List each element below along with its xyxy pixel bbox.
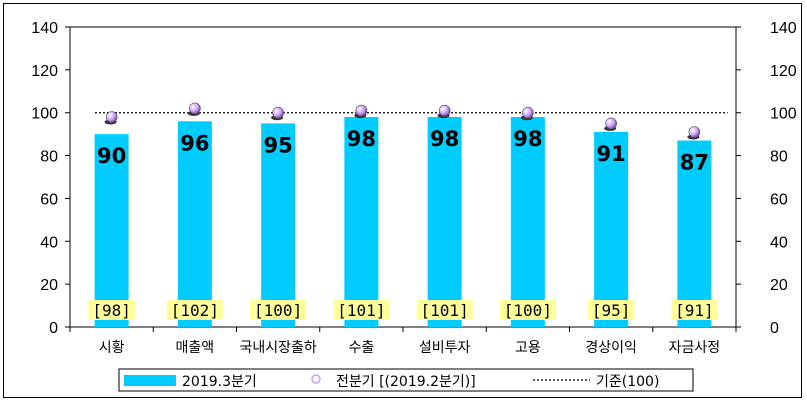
left-tick-label: 60	[40, 191, 58, 208]
previous-marker	[189, 102, 201, 115]
bar-value-label: 87	[680, 151, 709, 175]
previous-label: [102]	[171, 301, 219, 320]
right-tick-label: 140	[770, 20, 797, 37]
category-label: 설비투자	[419, 340, 471, 356]
legend-label-baseline: 기준(100)	[596, 374, 659, 390]
left-tick-label: 140	[31, 20, 58, 37]
bar	[261, 123, 296, 327]
previous-marker	[605, 117, 617, 130]
previous-label: [101]	[337, 301, 385, 320]
previous-label: [100]	[504, 301, 552, 320]
category-label: 국내시장출하	[239, 340, 316, 356]
bar	[677, 140, 712, 327]
right-tick-label: 80	[770, 149, 788, 166]
category-label: 수출	[348, 340, 374, 356]
bar-value-label: 90	[97, 144, 126, 168]
previous-marker	[272, 106, 284, 119]
left-tick-label: 80	[40, 149, 58, 166]
previous-label: [98]	[92, 301, 131, 320]
left-tick-label: 40	[40, 234, 58, 251]
bar-value-label: 91	[597, 142, 626, 166]
bar	[344, 117, 379, 327]
bar-value-label: 95	[264, 133, 293, 157]
category-label: 자금사정	[669, 340, 721, 356]
legend-label-previous: 전분기 [(2019.2분기)]	[336, 374, 476, 390]
legend-box	[118, 368, 694, 392]
previous-marker	[355, 104, 368, 117]
previous-markers-group	[104, 102, 701, 140]
previous-label-box	[671, 300, 718, 320]
previous-marker	[105, 111, 118, 123]
right-tick-label: 120	[770, 63, 797, 80]
right-tick-label: 100	[770, 106, 797, 123]
previous-label-box	[166, 300, 223, 320]
right-tick-label: 60	[770, 191, 788, 208]
previous-marker	[438, 104, 451, 117]
legend-swatch-bar	[124, 375, 176, 386]
previous-label: [100]	[254, 301, 302, 320]
category-labels-group: 시황 매출액 국내시장출하 수출 설비투자 고용 경상이익 자금사정	[99, 340, 720, 356]
previous-label: [91]	[675, 301, 714, 320]
bar	[594, 132, 629, 327]
previous-label-box	[88, 300, 135, 320]
previous-label-box	[333, 300, 390, 320]
left-tick-label: 100	[31, 106, 58, 123]
left-tick-label: 20	[40, 277, 58, 294]
right-axis: 0 20 40 60 80 100 120 140	[736, 20, 797, 337]
category-label: 매출액	[176, 340, 215, 356]
right-tick-label: 20	[770, 277, 788, 294]
bar	[427, 117, 462, 327]
bar-value-label: 98	[347, 127, 376, 151]
previous-label-box	[587, 300, 635, 320]
plot-area	[69, 26, 737, 328]
previous-label-box	[250, 300, 307, 320]
bar	[177, 121, 212, 328]
bar-value-label: 96	[180, 131, 209, 155]
previous-label: [95]	[592, 301, 631, 320]
category-label: 고용	[515, 340, 541, 356]
right-tick-label: 0	[770, 320, 779, 337]
previous-label-box	[416, 300, 473, 320]
previous-label-box	[499, 300, 556, 320]
category-label: 경상이익	[585, 340, 637, 356]
legend: 2019.3분기 전분기 [(2019.2분기)] 기준(100)	[118, 368, 694, 392]
legend-swatch-marker	[311, 374, 321, 384]
left-tick-label: 0	[49, 320, 58, 337]
bars-group: 90 [98] 96 [102] 95 [100] 98 [101] 98 [101] 98 [100…	[88, 117, 718, 328]
bar	[94, 134, 129, 327]
left-axis: 0 20 40 60 80 100 120 140	[31, 20, 737, 337]
bar-value-label: 98	[430, 127, 459, 151]
right-tick-label: 40	[770, 234, 788, 251]
bar	[510, 117, 545, 327]
category-label: 시황	[99, 340, 125, 356]
previous-marker	[522, 106, 534, 119]
left-tick-label: 120	[31, 63, 58, 80]
legend-label-current: 2019.3분기	[182, 374, 257, 390]
bar-value-label: 98	[513, 127, 542, 151]
previous-marker	[688, 126, 701, 138]
previous-label: [101]	[421, 301, 469, 320]
